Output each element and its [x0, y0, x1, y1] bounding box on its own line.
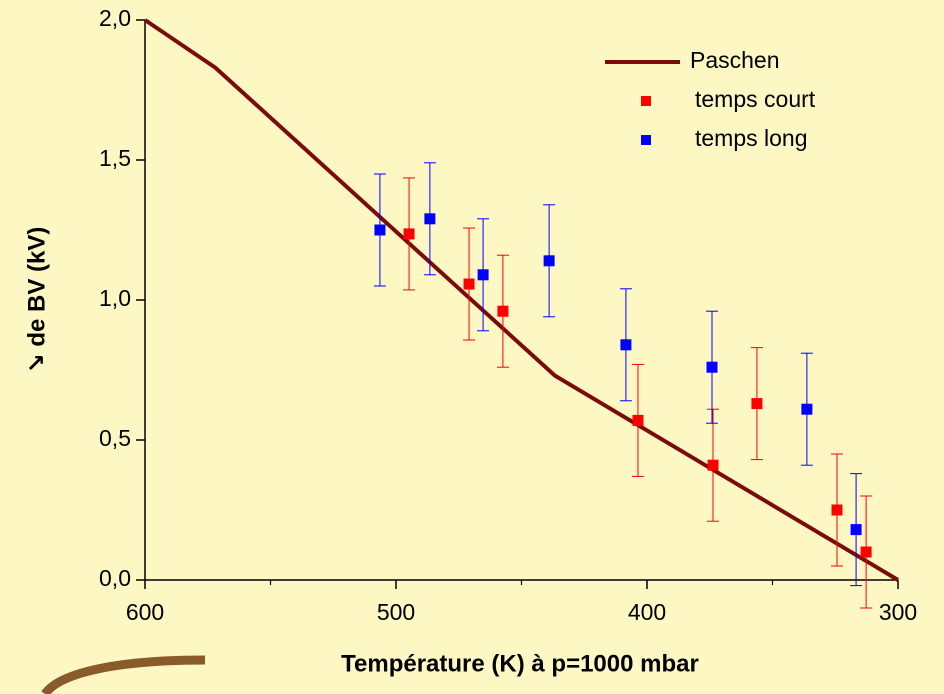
- point: [620, 339, 632, 351]
- point: [831, 504, 843, 516]
- legend-label: Paschen: [690, 47, 780, 73]
- x-tick-label: 500: [377, 599, 415, 625]
- point: [860, 546, 872, 558]
- point: [632, 414, 644, 426]
- point: [801, 403, 813, 415]
- x-tick-label: 600: [126, 599, 164, 625]
- point: [374, 224, 386, 236]
- x-axis-label: Température (K) à p=1000 mbar: [341, 650, 699, 677]
- point: [477, 269, 489, 281]
- legend-swatch: [641, 135, 651, 145]
- line: [143, 18, 900, 582]
- point: [706, 361, 718, 373]
- y-tick-label: 0,0: [99, 565, 131, 591]
- point: [543, 255, 555, 267]
- x-tick-label: 300: [879, 599, 917, 625]
- y-tick-label: 2,0: [99, 5, 131, 31]
- y-tick-label: 1,5: [99, 145, 131, 171]
- y-axis-label: ↘ de BV (kV): [23, 227, 50, 374]
- legend-swatch: [641, 96, 651, 106]
- legend-label: temps court: [695, 86, 816, 112]
- y-tick-label: 0,5: [99, 425, 131, 451]
- point: [850, 524, 862, 536]
- legend-label: temps long: [695, 125, 808, 151]
- point: [403, 228, 415, 240]
- point: [463, 278, 475, 290]
- point: [424, 213, 436, 225]
- decoration: [41, 655, 206, 694]
- point: [707, 459, 719, 471]
- y-tick-label: 1,0: [99, 285, 131, 311]
- x-tick-label: 400: [628, 599, 666, 625]
- point: [497, 305, 509, 317]
- point: [751, 398, 763, 410]
